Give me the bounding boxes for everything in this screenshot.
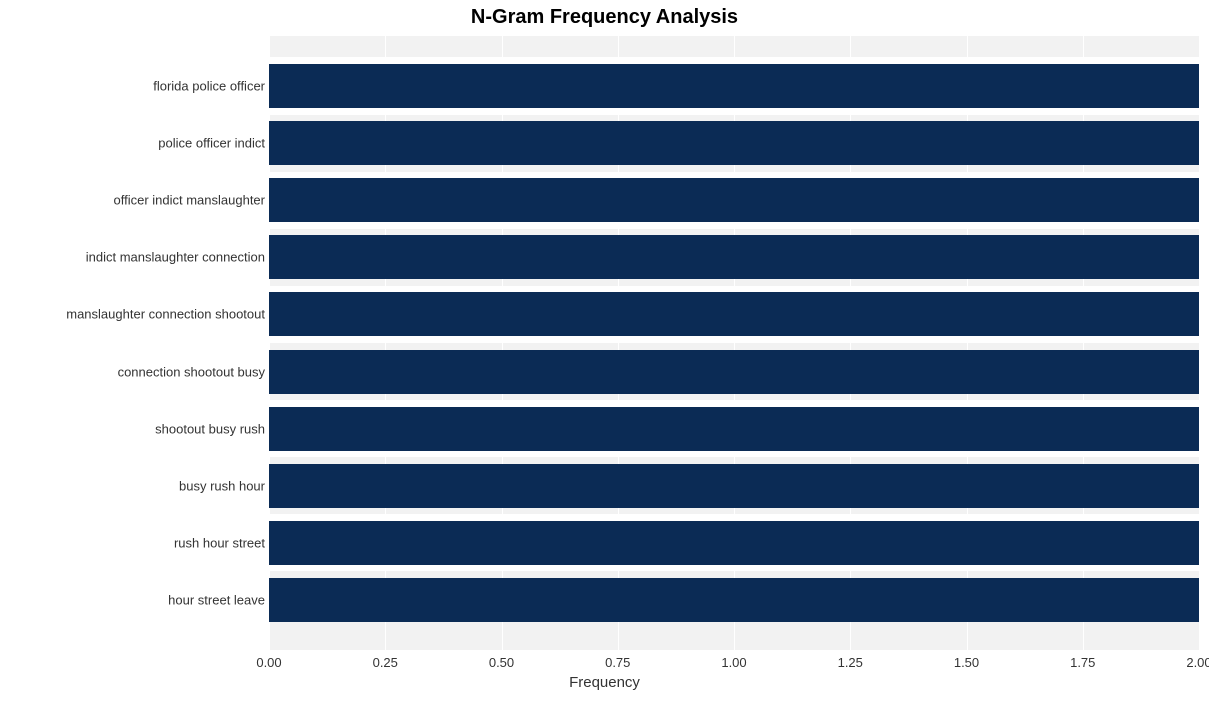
grid-vline (1199, 36, 1200, 650)
x-tick-label: 0.00 (256, 655, 281, 670)
y-tick-label: busy rush hour (179, 478, 265, 493)
bar (269, 121, 1199, 165)
x-axis-label: Frequency (0, 674, 1209, 691)
x-tick-label: 1.25 (838, 655, 863, 670)
y-tick-label: florida police officer (153, 79, 265, 94)
y-axis-labels: florida police officer police officer ind… (0, 36, 265, 650)
x-tick-label: 0.75 (605, 655, 630, 670)
x-tick-label: 0.25 (373, 655, 398, 670)
bar (269, 350, 1199, 394)
bar (269, 464, 1199, 508)
bar (269, 292, 1199, 336)
chart-title: N-Gram Frequency Analysis (0, 6, 1209, 29)
bar (269, 407, 1199, 451)
y-tick-label: shootout busy rush (155, 421, 265, 436)
bar (269, 178, 1199, 222)
bar (269, 578, 1199, 622)
y-tick-label: rush hour street (174, 535, 265, 550)
y-tick-label: connection shootout busy (118, 364, 265, 379)
bar (269, 64, 1199, 108)
y-tick-label: indict manslaughter connection (86, 250, 265, 265)
x-tick-label: 1.50 (954, 655, 979, 670)
x-tick-label: 0.50 (489, 655, 514, 670)
x-tick-label: 2.00 (1186, 655, 1209, 670)
x-tick-label: 1.75 (1070, 655, 1095, 670)
ngram-frequency-chart: N-Gram Frequency Analysis florida police… (0, 0, 1209, 701)
y-tick-label: police officer indict (158, 136, 265, 151)
bar (269, 235, 1199, 279)
x-tick-label: 1.00 (721, 655, 746, 670)
bar (269, 521, 1199, 565)
y-tick-label: hour street leave (168, 592, 265, 607)
y-tick-label: manslaughter connection shootout (66, 307, 265, 322)
plot-area (269, 36, 1199, 650)
y-tick-label: officer indict manslaughter (113, 193, 265, 208)
